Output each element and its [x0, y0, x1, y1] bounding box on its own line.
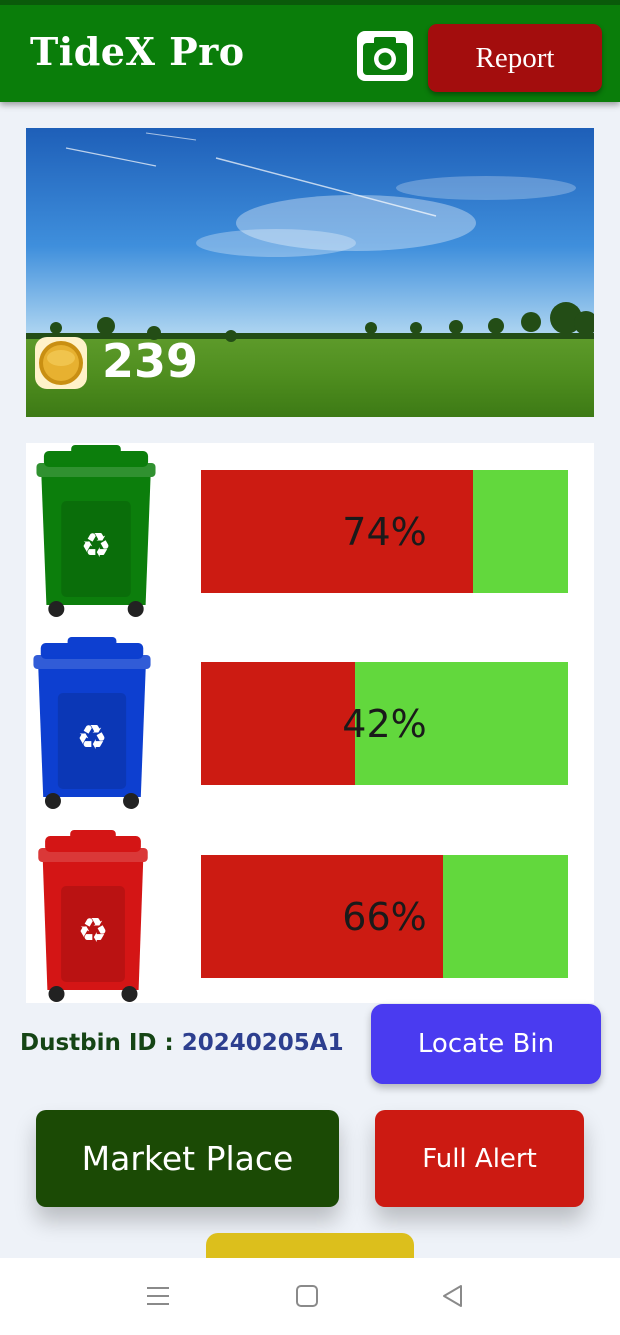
- camera-icon: [363, 37, 407, 75]
- bin-fill-percent: 66%: [342, 894, 427, 939]
- menu-icon[interactable]: [146, 1284, 170, 1308]
- svg-text:♻: ♻: [78, 911, 108, 951]
- report-button[interactable]: Report: [428, 24, 602, 92]
- back-triangle-icon[interactable]: [441, 1284, 465, 1308]
- market-place-button[interactable]: Market Place: [36, 1110, 339, 1207]
- dustbin-id: Dustbin ID : 20240205A1: [20, 1030, 344, 1056]
- locate-bin-button[interactable]: Locate Bin: [371, 1004, 601, 1084]
- bin-fill-percent: 74%: [342, 509, 427, 554]
- app-title: TideX Pro: [30, 29, 245, 74]
- bin-fill-bar: 74%: [201, 470, 568, 593]
- app-header: TideX Pro Report: [0, 0, 620, 102]
- bin-fill-level: [201, 662, 356, 785]
- coin-count: 239: [102, 334, 199, 388]
- blue-recycle-bin-icon: ♻: [33, 637, 151, 809]
- system-nav-bar: [0, 1258, 620, 1335]
- full-alert-button[interactable]: Full Alert: [375, 1110, 584, 1207]
- bin-fill-bar: 42%: [201, 662, 568, 785]
- svg-text:♻: ♻: [81, 526, 111, 566]
- gold-coin-icon: [35, 337, 87, 389]
- dustbin-id-label: Dustbin ID :: [20, 1030, 182, 1056]
- red-recycle-bin-icon: ♻: [38, 830, 148, 1002]
- landscape-banner: 239: [26, 128, 594, 417]
- bin-fill-level: [201, 855, 444, 978]
- svg-text:♻: ♻: [77, 718, 107, 758]
- bin-fill-bar: 66%: [201, 855, 568, 978]
- landscape-photo: [26, 128, 594, 417]
- dustbin-id-value: 20240205A1: [181, 1030, 344, 1056]
- bins-panel: ♻ 74% ♻ 42% ♻ 66%: [26, 443, 594, 1003]
- bin-fill-level: [201, 470, 473, 593]
- green-recycle-bin-icon: ♻: [36, 445, 156, 617]
- bin-fill-percent: 42%: [342, 701, 427, 746]
- home-square-icon[interactable]: [295, 1284, 319, 1308]
- camera-button[interactable]: [357, 31, 413, 81]
